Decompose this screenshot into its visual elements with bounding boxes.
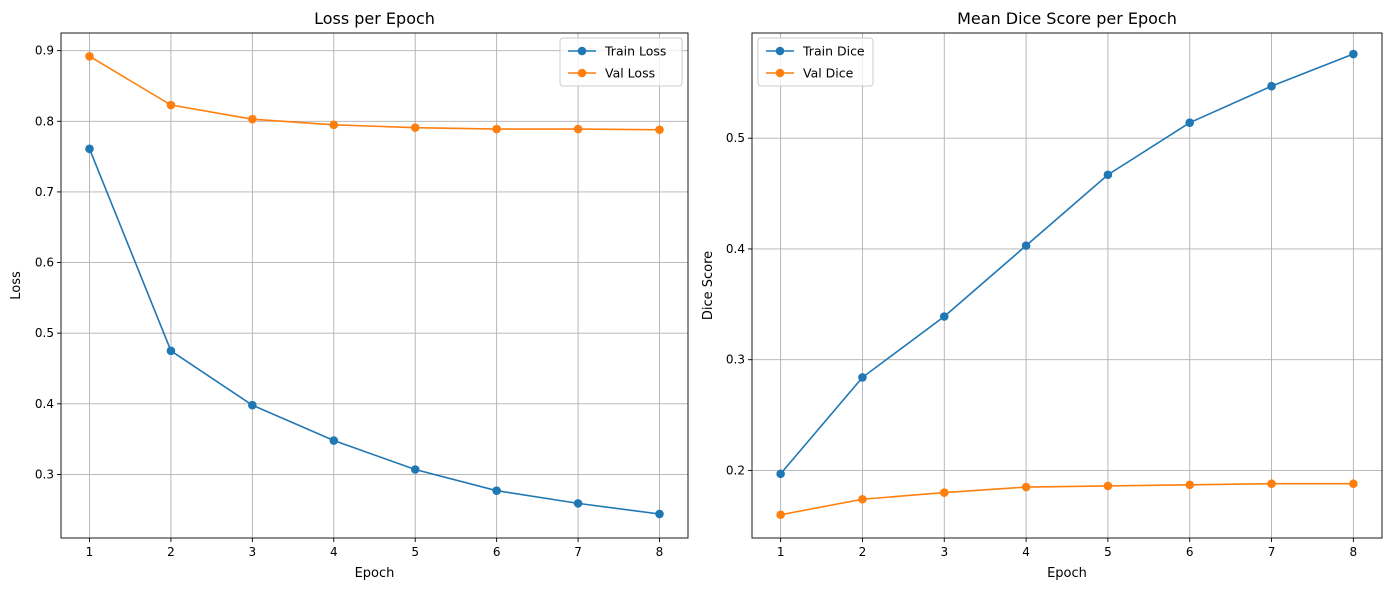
series-2 <box>776 479 1358 520</box>
series-2 <box>85 52 664 135</box>
legend-marker <box>577 46 587 56</box>
chart-title: Loss per Epoch <box>314 9 435 28</box>
data-point <box>776 469 785 479</box>
data-point <box>655 125 664 135</box>
data-point <box>858 494 867 504</box>
y-tick-label: 0.3 <box>726 353 745 367</box>
legend-label: Train Loss <box>604 44 666 59</box>
x-tick-label: 4 <box>1022 545 1030 559</box>
data-point <box>1267 479 1276 489</box>
series-line <box>89 55 660 131</box>
x-axis-label: Epoch <box>355 566 395 581</box>
data-point <box>85 144 94 154</box>
x-tick-label: 6 <box>493 545 501 559</box>
data-point <box>166 346 176 356</box>
data-point <box>492 124 501 134</box>
legend-item: Val Loss <box>568 66 655 81</box>
y-axis-label: Loss <box>9 271 24 300</box>
data-point <box>85 52 94 61</box>
series-1 <box>776 49 1358 479</box>
x-tick-label: 2 <box>859 545 867 559</box>
data-point <box>410 123 420 132</box>
x-tick-label: 5 <box>411 545 419 559</box>
data-point <box>248 114 257 124</box>
data-point <box>573 499 583 508</box>
x-tick-label: 7 <box>1268 545 1276 559</box>
series-line <box>88 148 660 515</box>
x-tick-label: 4 <box>330 545 338 559</box>
data-point <box>1103 481 1113 491</box>
x-tick-label: 8 <box>1350 545 1358 559</box>
legend-marker <box>577 68 587 78</box>
x-tick-label: 2 <box>167 545 175 559</box>
data-point <box>492 486 501 495</box>
data-point <box>1185 118 1195 128</box>
x-tick-label: 6 <box>1186 545 1194 559</box>
data-point <box>166 100 176 110</box>
data-point <box>248 400 257 410</box>
legend-item: Val Dice <box>766 66 854 81</box>
x-tick-label: 5 <box>1104 545 1112 559</box>
chart-2: 1 2 3 4 5 6 7 8 0.2 0.3 0.4 0.5 Mean Dice Score per … <box>701 9 1383 581</box>
legend: Train Loss Val Loss <box>559 37 683 87</box>
legend-label: Val Loss <box>605 66 655 81</box>
legend-box <box>757 37 874 87</box>
x-tick-label: 8 <box>656 545 664 559</box>
y-tick-label: 0.4 <box>726 242 745 256</box>
data-point <box>655 509 664 519</box>
y-tick-label: 0.5 <box>726 131 745 145</box>
legend-box <box>559 37 683 87</box>
legend-label: Val Dice <box>803 66 854 81</box>
x-tick-label: 3 <box>940 545 948 559</box>
x-axis-label: Epoch <box>1047 566 1087 581</box>
data-point <box>1267 81 1276 91</box>
legend-label: Train Dice <box>802 44 865 59</box>
legend-marker <box>775 68 785 78</box>
data-point <box>329 120 339 130</box>
data-point <box>776 510 785 520</box>
data-point <box>939 312 949 321</box>
legend: Train Dice Val Dice <box>757 37 874 87</box>
x-tick-label: 1 <box>777 545 785 559</box>
y-tick-label: 0.4 <box>35 397 54 411</box>
chart-1: 1 2 3 4 5 6 7 8 0.3 0.4 0.5 0.6 0.7 0.8 0.9 Loss per Ep… <box>9 9 689 581</box>
legend-item: Train Dice <box>766 44 865 59</box>
data-point <box>1185 480 1195 490</box>
y-axis-label: Dice Score <box>701 251 716 320</box>
plot-frame <box>60 32 689 539</box>
y-tick-label: 0.6 <box>35 256 54 270</box>
series-line <box>780 53 1354 475</box>
y-tick-label: 0.9 <box>35 44 54 58</box>
y-tick-label: 0.2 <box>726 463 745 477</box>
legend-item: Train Loss <box>568 44 666 59</box>
data-point <box>1349 479 1358 489</box>
series-1 <box>85 144 664 519</box>
chart-title: Mean Dice Score per Epoch <box>957 9 1177 28</box>
data-point <box>939 488 949 497</box>
data-point <box>329 436 339 445</box>
x-tick-label: 1 <box>86 545 94 559</box>
legend-marker <box>775 46 785 56</box>
data-point <box>1349 49 1358 59</box>
data-point <box>573 124 583 134</box>
data-point <box>410 465 420 474</box>
data-point <box>858 373 867 382</box>
series-line <box>780 482 1354 516</box>
x-tick-label: 3 <box>249 545 257 559</box>
y-tick-label: 0.5 <box>35 326 54 340</box>
x-tick-label: 7 <box>574 545 582 559</box>
y-tick-label: 0.8 <box>35 114 54 128</box>
data-point <box>1021 241 1031 250</box>
y-tick-label: 0.7 <box>35 185 54 199</box>
y-tick-label: 0.3 <box>35 467 54 481</box>
data-point <box>1021 482 1031 492</box>
plot-frame <box>751 32 1383 539</box>
data-point <box>1103 170 1113 180</box>
